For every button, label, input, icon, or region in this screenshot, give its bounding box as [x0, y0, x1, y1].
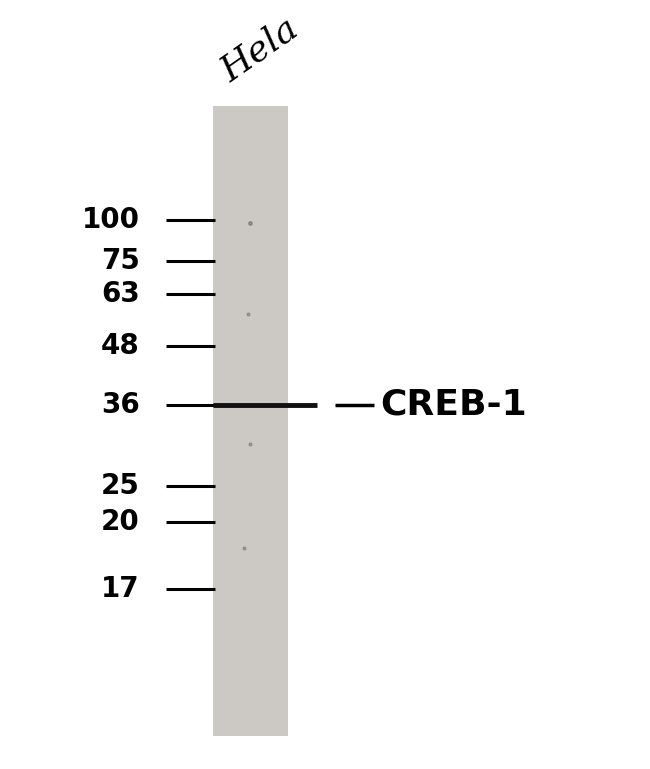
Text: CREB-1: CREB-1 — [380, 388, 527, 421]
Text: 48: 48 — [101, 331, 140, 360]
Text: 100: 100 — [82, 206, 140, 235]
Bar — [213, 106, 287, 736]
Text: 63: 63 — [101, 280, 140, 308]
Text: Hela: Hela — [215, 11, 305, 88]
Text: 25: 25 — [101, 471, 140, 500]
Text: 36: 36 — [101, 391, 140, 418]
Text: 17: 17 — [101, 574, 140, 603]
Text: 20: 20 — [101, 508, 140, 536]
Text: 75: 75 — [101, 247, 140, 275]
